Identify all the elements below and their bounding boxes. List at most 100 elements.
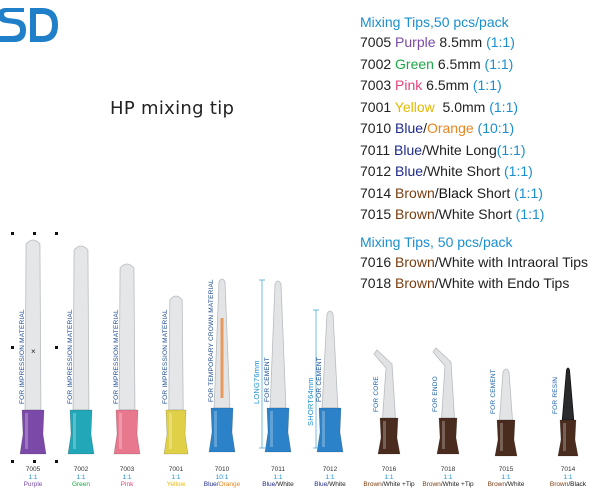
tip-color-name: Brown/Black	[538, 481, 598, 489]
tip-base-shine	[73, 413, 76, 449]
tip-caption: 7001 1:1 Yellow	[146, 466, 206, 489]
item-text: /White Short	[434, 206, 516, 222]
tip-base-shine	[563, 423, 566, 451]
selection-handle[interactable]	[11, 460, 14, 463]
tip-ratio: 1:1	[563, 473, 573, 481]
tip-size-label: SHORT64mm	[306, 377, 315, 426]
selection-handle[interactable]	[55, 460, 58, 463]
selection-handle[interactable]	[55, 232, 58, 235]
tip-color-name: Blue/White	[248, 481, 308, 489]
item-text: /	[434, 184, 439, 201]
catalog-item: 7005 Purple 8.5mm (1:1)	[360, 32, 598, 54]
catalog-item: 7010 Blue/Orange (10:1)	[360, 118, 598, 140]
tip-color-part: Brown	[549, 481, 569, 488]
tip-purpose-label: FOR TEMPORARY CROWN MATERIAL	[208, 279, 215, 402]
item-text: /	[423, 120, 427, 136]
tip-base	[67, 409, 95, 455]
tip-color-part: /	[216, 481, 219, 488]
item-code: 7003	[360, 77, 392, 93]
item-code: 7012	[360, 163, 392, 179]
tip-tube	[269, 280, 287, 409]
tip-ratio: 1:1	[273, 473, 283, 481]
item-code: 7011	[360, 141, 391, 158]
selection-handle[interactable]	[55, 346, 58, 349]
tip-color-part: +Tip	[459, 481, 474, 488]
sd-logo	[0, 0, 66, 46]
selection-handle[interactable]	[33, 232, 36, 235]
tip-color-part: /White	[506, 481, 525, 488]
item-text: Blue	[395, 120, 424, 136]
tip-caption: 7016 1:1 Brown/White +Tip	[359, 466, 419, 489]
tip-base	[316, 407, 344, 453]
item-code: 7010	[360, 120, 392, 136]
item-text: (1:1)	[496, 141, 526, 158]
item-code: 7018	[360, 275, 392, 291]
tip-color-name: Blue/Orange	[192, 481, 252, 489]
item-text: Short	[472, 184, 515, 201]
tip-base-shine	[214, 411, 217, 447]
tip-ratio: 1:1	[325, 473, 335, 481]
catalog-item: 7001 Yellow 5.0mm (1:1)	[360, 97, 598, 119]
tip-color-part: Brown	[487, 481, 506, 488]
tip-color-part: Blue	[262, 481, 276, 488]
item-text: /White Short	[423, 163, 504, 179]
tip-tube	[72, 245, 90, 411]
tip-purpose-label: FOR IMPRESSION MATERIAL	[19, 309, 26, 404]
tip-color-part: /White	[381, 481, 401, 488]
tip-purpose-label: FOR CORE	[373, 376, 380, 412]
tip-code: 7012	[322, 466, 338, 473]
item-text: Black	[438, 184, 473, 201]
catalog-item: 7011 Blue/White Long(1:1)	[360, 140, 598, 162]
tip-ratio: 1:1	[501, 473, 511, 481]
section-heading: Mixing Tips,50 pcs/pack	[360, 14, 509, 30]
tip-base	[494, 419, 518, 457]
tip-color-name: Brown/White +Tip	[418, 481, 478, 489]
tip-tube	[168, 295, 184, 411]
tip-code: 7003	[119, 466, 135, 473]
tip-caption: 7010 10:1 Blue/Orange	[192, 466, 252, 489]
tip-base	[436, 417, 460, 455]
item-code: 7001	[360, 98, 392, 115]
tip-purpose-label: FOR RESIN	[552, 376, 559, 414]
catalog-item: 7014 Brown/Black Short (1:1)	[360, 183, 598, 205]
tip-color-part: Brown	[422, 481, 441, 488]
tip-color-part: /White	[440, 481, 460, 488]
tip-color-part: +Tip	[400, 481, 415, 488]
tip-code: 7010	[214, 466, 230, 473]
tip-base-shine	[442, 421, 445, 449]
tip-color-name: Green	[51, 481, 111, 489]
item-text: (1:1)	[514, 184, 543, 201]
tip-caption: 7018 1:1 Brown/White +Tip	[418, 466, 478, 489]
selection-handle[interactable]	[33, 460, 36, 463]
tip-base-shine	[270, 411, 273, 447]
mixer-element	[220, 318, 224, 398]
tip-color-part: Purple	[23, 481, 43, 488]
item-text: Brown	[395, 184, 435, 201]
selection-handle[interactable]	[11, 346, 14, 349]
tip-ratio: 1:1	[171, 473, 181, 481]
tip-color-name: Purple	[3, 481, 63, 489]
tip-base-shine	[25, 413, 28, 449]
item-text: Pink	[395, 77, 423, 93]
item-text: Brown	[395, 206, 435, 222]
page-title: HP mixing tip	[110, 98, 235, 119]
tip-base-shine	[169, 413, 172, 449]
tip-purpose-label: FOR IMPRESSION MATERIAL	[67, 309, 74, 404]
item-text: (1:1)	[472, 77, 502, 93]
section-heading: Mixing Tips, 50 pcs/pack	[360, 233, 513, 250]
tip-base-shine	[119, 413, 122, 449]
tip-size-label: LONG76mm	[252, 360, 261, 404]
selection-handle[interactable]	[11, 232, 14, 235]
catalog-list: Mixing Tips,50 pcs/pack 7005 Purple 8.5m…	[360, 12, 598, 295]
item-text: Purple	[395, 34, 436, 50]
tip-color-part: /White	[327, 481, 346, 488]
item-text: (1:1)	[486, 34, 515, 50]
item-text: /White Long	[422, 141, 497, 158]
tip-color-name: Blue/White	[300, 481, 360, 489]
tip-code: 7002	[73, 466, 89, 473]
tip-color-name: Pink	[97, 481, 157, 489]
tip-color-part: Blue	[203, 481, 217, 488]
tip-base-shine	[383, 421, 386, 449]
